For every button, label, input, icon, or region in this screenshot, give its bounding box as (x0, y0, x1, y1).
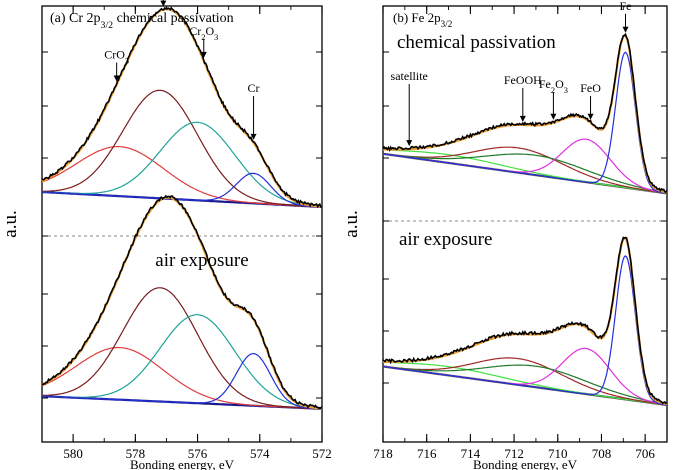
annotation-satellite: satellite (391, 69, 428, 83)
panel-title: (a) Cr 2p3/2 chemical passivation (50, 11, 234, 31)
upper-component-cr2o3 (42, 121, 323, 208)
y-axis-label: a.u. (341, 210, 362, 237)
annotation-arrow-head (519, 115, 526, 122)
lower-component-feo (382, 347, 668, 406)
lower-data-line (382, 236, 668, 405)
annotation-feo: FeO (580, 81, 601, 95)
x-tick-label: 710 (548, 446, 568, 461)
lower-component-fe (382, 255, 668, 406)
lower-component-cro3 (41, 346, 322, 410)
x-tick-label: 718 (373, 446, 393, 461)
lower-component-feooh (382, 357, 668, 406)
lower-label: air exposure (399, 229, 492, 250)
lower-component-fe2o3 (382, 364, 668, 405)
x-tick-label: 576 (188, 446, 208, 461)
x-tick-label: 716 (417, 446, 437, 461)
annotation-feooh: FeOOH (504, 73, 542, 87)
lower-component-croh3 (42, 287, 322, 410)
upper-component-croh3 (42, 89, 323, 208)
annotation-cr2o3: Cr2O3 (189, 24, 218, 42)
panel-title: (b) Fe 2p3/2 (393, 10, 453, 29)
upper-data-line (382, 32, 668, 194)
x-tick-label: 714 (461, 446, 481, 461)
lower-data-line (41, 194, 323, 410)
upper-data-line (41, 6, 322, 209)
chart-panel-1: 718 716 714 712 710 708 706 Bonding energy, eV a… (341, 0, 668, 470)
lower-component-cr (42, 352, 322, 410)
y-axis-label: a.u. (0, 210, 21, 237)
annotation-fe: Fe (619, 0, 631, 13)
x-tick-label: 572 (312, 446, 332, 461)
upper-component-satellite (383, 149, 668, 194)
chart-panel-0: 580 578 576 574 572 Bonding energy, eV a.u. (a)… (0, 0, 332, 470)
upper-envelope-line (383, 34, 668, 194)
annotation-arrow-head (250, 133, 257, 140)
x-tick-label: 574 (250, 446, 270, 461)
x-tick-label: 578 (126, 446, 146, 461)
annotation-arrow-head (587, 113, 594, 120)
x-axis-label: Bonding energy, eV (130, 457, 235, 470)
x-tick-label: 708 (592, 446, 612, 461)
lower-component-cr2o3 (42, 314, 323, 410)
annotation-arrow-head (550, 113, 557, 120)
upper-component-cro3 (41, 146, 323, 208)
upper-component-fe (382, 51, 668, 194)
x-tick-label: 706 (635, 446, 655, 461)
annotation-arrow-head (406, 140, 413, 147)
annotation-fe2o3: Fe2O3 (539, 77, 568, 95)
annotation-arrow-head (622, 26, 629, 33)
annotation-arrow-head (160, 0, 167, 7)
annotation-arrow-head (113, 75, 120, 82)
lower-component-satellite (382, 361, 668, 406)
lower-envelope-line (41, 196, 323, 410)
upper-component-cr (41, 172, 323, 208)
x-axis-label: Bonding energy, eV (473, 457, 578, 470)
annotation-arrow-head (200, 51, 207, 58)
axes-frame (41, 5, 323, 443)
annotation-cr: Cr (248, 81, 260, 95)
lower-label: air exposure (155, 250, 248, 271)
annotation-cro3: CrO3 (104, 47, 129, 64)
upper-label: chemical passivation (397, 32, 556, 53)
axes-frame (382, 5, 668, 443)
upper-component-fe2o3 (382, 153, 668, 194)
x-tick-label: 712 (504, 446, 524, 461)
upper-component-feooh (382, 146, 668, 194)
lower-envelope-line (383, 236, 668, 406)
x-tick-label: 580 (63, 446, 83, 461)
